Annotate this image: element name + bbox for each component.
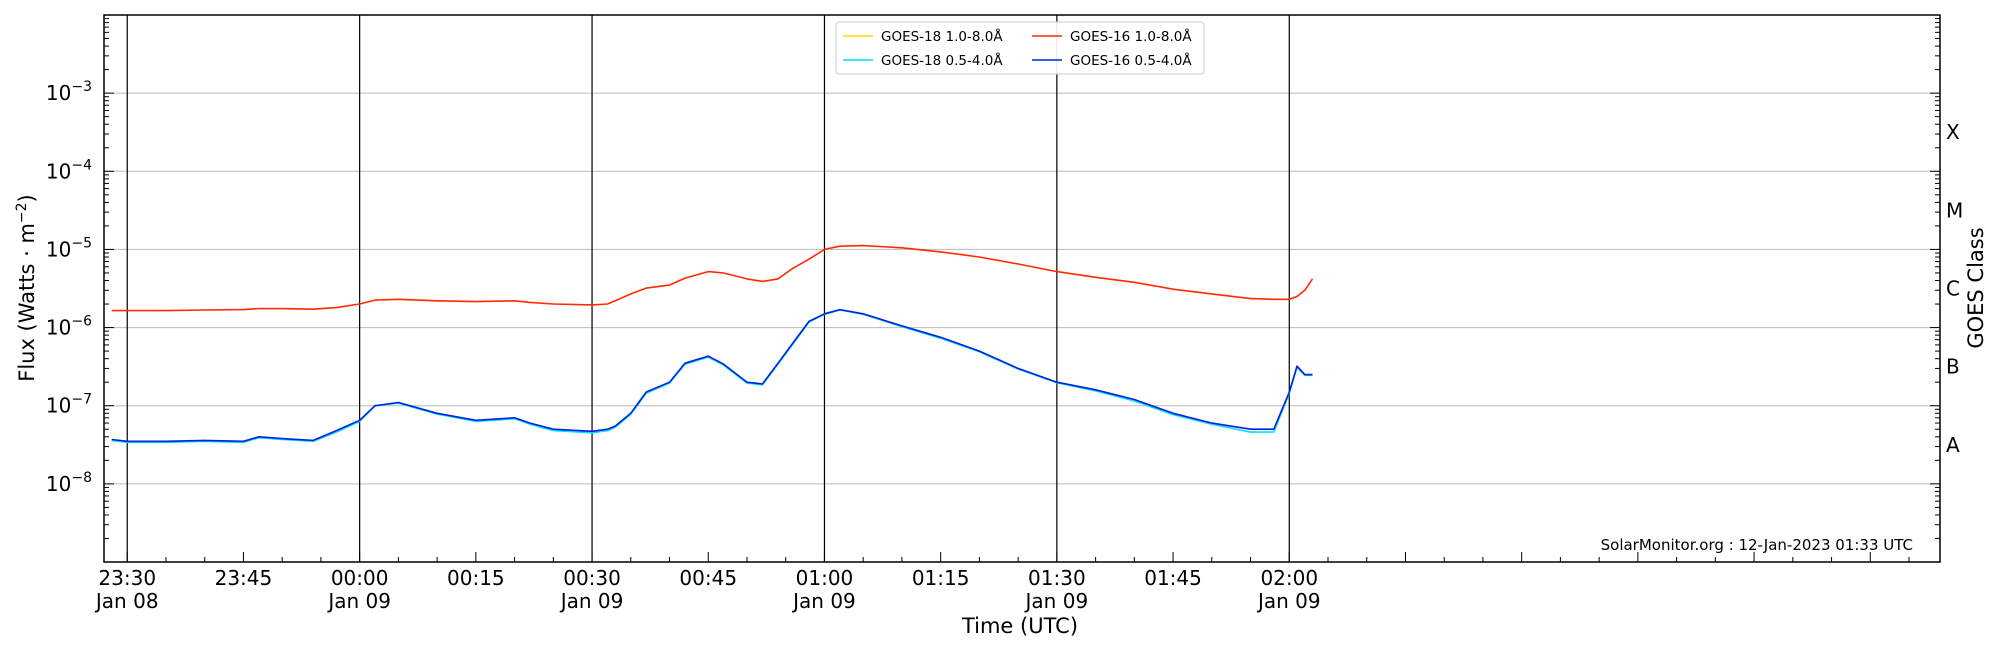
vertical-lines bbox=[126, 15, 1290, 562]
y-tick-label: 10−7 bbox=[46, 392, 92, 418]
x-tick-label: 00:30 bbox=[563, 566, 621, 590]
goes-class-label: A bbox=[1946, 433, 1960, 457]
x-tick-label: 01:30 bbox=[1028, 566, 1086, 590]
series-line bbox=[111, 244, 1314, 312]
x-tick-label: 23:45 bbox=[215, 566, 273, 590]
x-tick-date-label: Jan 08 bbox=[94, 589, 159, 613]
plot-frame bbox=[103, 14, 1941, 563]
legend: GOES-18 1.0-8.0Å GOES-18 0.5-4.0Å GOES-16 … bbox=[835, 21, 1205, 75]
goes-class-label: B bbox=[1946, 355, 1960, 379]
x-axis-title: Time (UTC) bbox=[961, 614, 1078, 638]
legend-entry-label: GOES-18 0.5-4.0Å bbox=[881, 52, 1003, 69]
series-layer bbox=[111, 244, 1314, 444]
legend-entry-label: GOES-16 1.0-8.0Å bbox=[1070, 28, 1192, 45]
x-tick-label: 02:00 bbox=[1260, 566, 1318, 590]
x-tick-label: 23:30 bbox=[98, 566, 156, 590]
y-axis-title: Flux (Watts · m−2) bbox=[14, 194, 39, 382]
x-tick-date-label: Jan 09 bbox=[559, 589, 624, 613]
legend-entry-label: GOES-16 0.5-4.0Å bbox=[1070, 52, 1192, 69]
y-tick-label: 10−5 bbox=[46, 235, 92, 261]
x-tick-label: 00:15 bbox=[447, 566, 505, 590]
goes-class-label: X bbox=[1946, 120, 1960, 144]
goes-class-labels: A B C M X bbox=[1946, 120, 1963, 457]
x-tick-label: 00:00 bbox=[331, 566, 389, 590]
source-annotation: SolarMonitor.org : 12-Jan-2023 01:33 UTC bbox=[1601, 536, 1913, 554]
y-tick-label: 10−3 bbox=[46, 79, 92, 105]
x-tick-label: 01:45 bbox=[1144, 566, 1202, 590]
x-tick-label: 01:15 bbox=[912, 566, 970, 590]
x-tick-date-label: Jan 09 bbox=[791, 589, 856, 613]
x-tick-date-label: Jan 09 bbox=[1024, 589, 1089, 613]
x-tick-date-label: Jan 09 bbox=[1256, 589, 1321, 613]
y-tick-label: 10−8 bbox=[46, 470, 92, 496]
goes-class-label: C bbox=[1946, 277, 1960, 301]
x-tick-label: 00:45 bbox=[679, 566, 737, 590]
y-axis-ticks: 10−8 10−7 10−6 10−5 10−4 10−3 bbox=[46, 18, 1940, 563]
goes-class-label: M bbox=[1946, 198, 1963, 222]
x-tick-label: 01:00 bbox=[796, 566, 854, 590]
right-axis-title: GOES Class bbox=[1964, 227, 1988, 348]
y-tick-label: 10−4 bbox=[46, 157, 92, 183]
legend-box bbox=[835, 21, 1205, 75]
legend-entry-label: GOES-18 1.0-8.0Å bbox=[881, 28, 1003, 45]
series-line bbox=[111, 308, 1313, 443]
y-tick-label: 10−6 bbox=[46, 314, 92, 340]
x-tick-date-label: Jan 09 bbox=[326, 589, 391, 613]
